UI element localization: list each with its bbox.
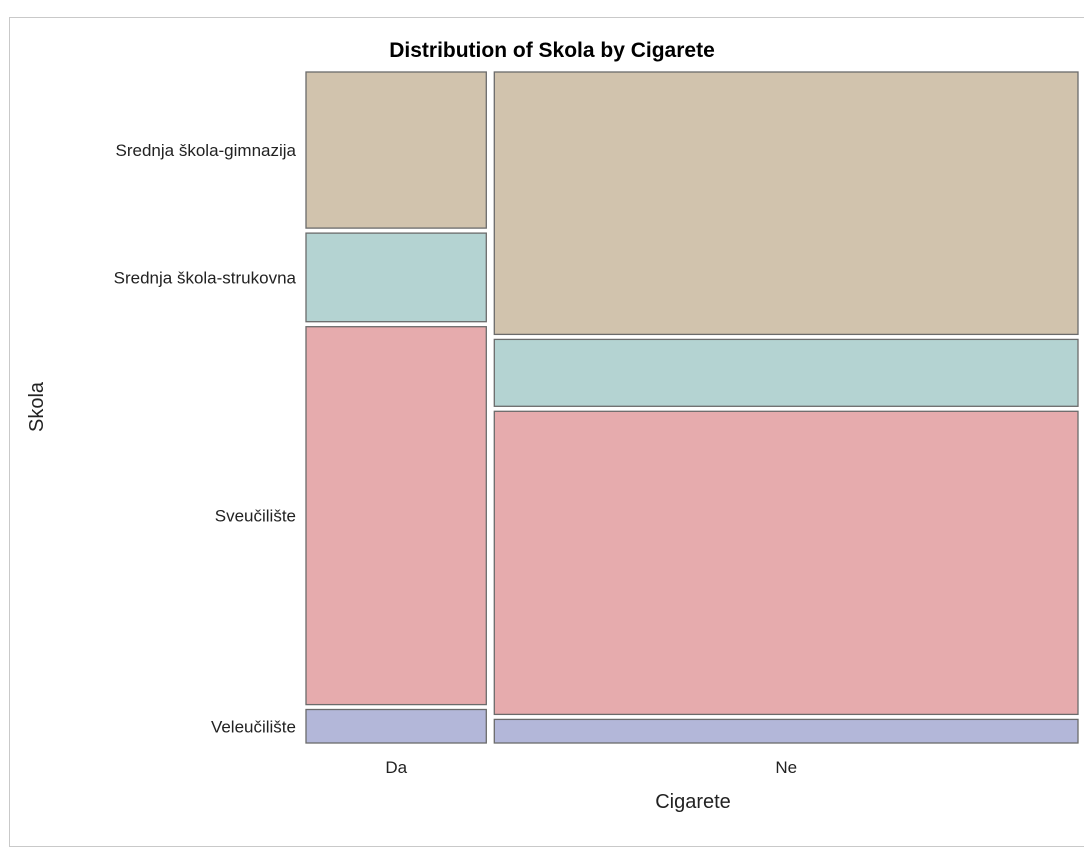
y-tick-label: Srednja škola-gimnazija (116, 141, 297, 160)
y-tick-label: Srednja škola-strukovna (114, 268, 297, 287)
mosaic-tile (305, 71, 487, 229)
x-tick-labels: Da Ne (385, 758, 797, 777)
y-tick-label: Sveučilište (215, 507, 296, 526)
y-tick-label: Veleučilište (211, 717, 296, 736)
x-tick-label: Ne (775, 758, 797, 777)
mosaic-chart: Distribution of Skola by Cigarete Srednj… (26, 39, 1079, 813)
mosaic-tile (305, 708, 487, 744)
mosaic-tile (493, 71, 1079, 336)
x-axis-label: Cigarete (655, 791, 731, 813)
mosaic-tile (493, 410, 1079, 716)
mosaic-tile (493, 718, 1079, 744)
mosaic-tile (493, 338, 1079, 407)
mosaic-tile (305, 326, 487, 706)
mosaic-tile (305, 232, 487, 323)
x-tick-label: Da (385, 758, 407, 777)
y-tick-labels: Srednja škola-gimnazija Srednja škola-str… (114, 141, 297, 736)
chart-title: Distribution of Skola by Cigarete (389, 39, 715, 62)
mosaic-tiles (305, 71, 1079, 744)
y-axis-label: Skola (26, 381, 48, 432)
